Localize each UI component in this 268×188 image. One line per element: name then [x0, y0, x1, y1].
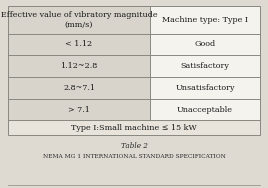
Text: 1.12~2.8: 1.12~2.8	[61, 62, 98, 70]
Text: Unacceptable: Unacceptable	[177, 106, 233, 114]
Bar	[150, 55, 260, 77]
Bar	[150, 6, 260, 33]
Bar	[8, 33, 150, 55]
Text: Table 2: Table 2	[121, 142, 147, 150]
Text: 2.8~7.1: 2.8~7.1	[63, 84, 95, 92]
Text: Effective value of vibratory magnitude
(mm/s): Effective value of vibratory magnitude (…	[1, 11, 157, 29]
Text: > 7.1: > 7.1	[68, 106, 90, 114]
Text: Satisfactory: Satisfactory	[181, 62, 229, 70]
Bar	[150, 33, 260, 55]
Text: Good: Good	[195, 40, 215, 48]
Bar	[8, 6, 150, 33]
Text: Unsatisfactory: Unsatisfactory	[175, 84, 235, 92]
Bar	[8, 77, 150, 99]
Text: NEMA MG 1 INTERNATIONAL STANDARD SPECIFICATION: NEMA MG 1 INTERNATIONAL STANDARD SPECIFI…	[43, 155, 225, 159]
Bar	[8, 6, 260, 135]
Bar	[150, 99, 260, 121]
Text: Type I:Small machine ≤ 15 kW: Type I:Small machine ≤ 15 kW	[71, 124, 197, 132]
Text: < 1.12: < 1.12	[65, 40, 93, 48]
Text: Machine type: Type I: Machine type: Type I	[162, 16, 248, 24]
Bar	[8, 121, 260, 135]
Bar	[8, 99, 150, 121]
Bar	[8, 55, 150, 77]
Bar	[150, 77, 260, 99]
